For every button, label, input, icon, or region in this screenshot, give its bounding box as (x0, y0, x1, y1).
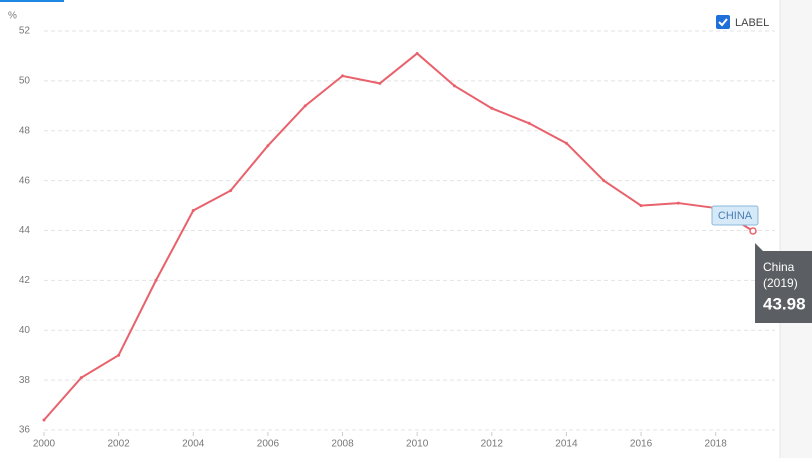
tooltip-value: 43.98 (763, 294, 806, 313)
x-tick-label: 2006 (257, 439, 280, 450)
series-label-box (711, 205, 759, 226)
x-tick-label: 2016 (630, 439, 653, 450)
y-tick-label: 38 (19, 375, 31, 386)
data-point (154, 278, 158, 282)
tooltip: China (2019) 43.98 (755, 242, 812, 323)
x-tick-label: 2014 (555, 439, 578, 450)
data-point (341, 74, 345, 78)
x-tick-label: 2002 (108, 439, 131, 450)
checkmark (718, 18, 728, 27)
y-tick-label: 44 (19, 225, 31, 236)
tooltip-name: China (763, 260, 795, 274)
data-point (639, 204, 643, 208)
tooltip-period: (2019) (763, 276, 798, 290)
x-tick-label: 2008 (331, 439, 354, 450)
data-point (676, 201, 680, 205)
label-toggle[interactable]: LABEL (735, 17, 769, 29)
tooltip-box (755, 250, 812, 323)
side-panel (780, 0, 812, 458)
x-tick-label: 2000 (33, 439, 56, 450)
series-label: CHINA (718, 210, 753, 222)
y-tick-label: 42 (19, 275, 31, 286)
data-point (266, 144, 270, 148)
data-point (229, 189, 233, 193)
y-tick-label: 36 (19, 425, 31, 436)
x-tick-label: 2010 (406, 439, 429, 450)
x-tick-label: 2004 (182, 439, 205, 450)
series-line (43, 52, 754, 421)
data-point (42, 418, 46, 422)
tab-indicator (0, 0, 64, 2)
tooltip-arrow (755, 242, 763, 251)
data-point (303, 104, 307, 108)
data-point (749, 227, 757, 235)
unit-label: % (8, 11, 17, 22)
y-tick-label: 48 (19, 125, 31, 136)
data-point (378, 81, 382, 85)
y-tick-label: 40 (19, 325, 31, 336)
y-tick-label: 50 (19, 76, 31, 87)
x-tick-label: 2012 (481, 439, 504, 450)
y-tick-label: 52 (19, 26, 31, 37)
data-point (527, 121, 531, 125)
x-tick-label: 2018 (705, 439, 728, 450)
data-point (564, 141, 568, 145)
y-tick-label: 46 (19, 175, 31, 186)
data-point (79, 376, 83, 380)
data-point (415, 51, 419, 55)
label-checkbox[interactable] (716, 15, 730, 29)
data-point (602, 179, 606, 183)
data-point (452, 84, 456, 88)
data-point (117, 353, 121, 357)
data-point (490, 106, 494, 110)
data-point (191, 209, 195, 213)
